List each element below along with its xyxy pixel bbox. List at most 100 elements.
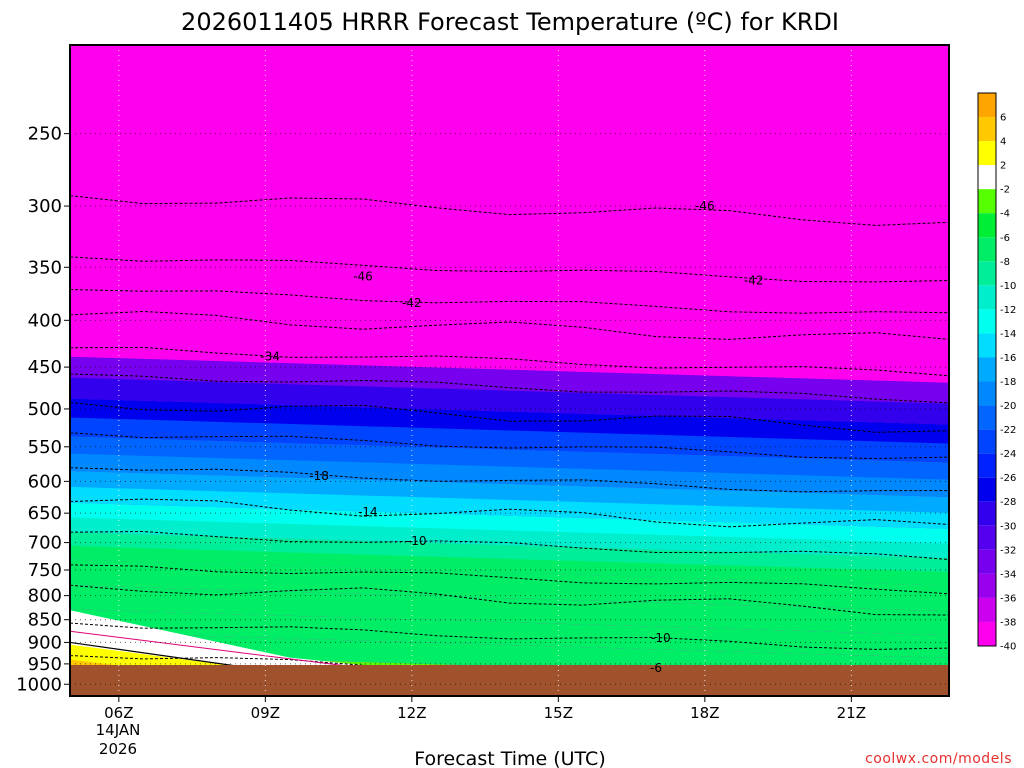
y-tick-label: 900 xyxy=(28,632,62,653)
colorbar-swatch xyxy=(978,237,996,262)
band-800 xyxy=(70,585,949,636)
y-tick-label: 500 xyxy=(28,399,62,420)
chart-title: 2026011405 HRRR Forecast Temperature (ºC… xyxy=(181,8,839,36)
y-tick-label: 600 xyxy=(28,471,62,492)
contour-405 xyxy=(70,310,949,340)
contour-800 xyxy=(70,584,949,616)
colorbar-label: -34 xyxy=(1000,569,1016,580)
colorbar-swatch xyxy=(978,189,996,214)
y-axis: 2503003504004505005506006507007508008509… xyxy=(16,124,70,695)
colorbar-label: -24 xyxy=(1000,449,1016,460)
contour-350 xyxy=(70,256,949,283)
x-tick-label: 18Z xyxy=(690,704,719,722)
x-axis: 06Z 09Z 12Z 15Z 18Z 21Z xyxy=(104,696,866,722)
colorbar-label: -18 xyxy=(1000,377,1016,388)
contour-505 xyxy=(70,402,949,433)
temperature-bands xyxy=(70,45,949,696)
colorbar-swatch xyxy=(978,453,996,478)
colorbar-swatch xyxy=(978,141,996,166)
subband-600 xyxy=(70,486,949,529)
contour-880 xyxy=(70,622,949,650)
x-axis-title: Forecast Time (UTC) xyxy=(414,748,605,768)
colorbar-swatch xyxy=(978,309,996,334)
band-850 xyxy=(70,609,949,659)
colorbar-swatch xyxy=(978,501,996,526)
colorbar-swatch xyxy=(978,333,996,358)
colorbar-swatch xyxy=(978,117,996,142)
grid-lines xyxy=(70,45,949,696)
plot-area: -46 -46 -42 -42 -34 -18 -14 -10 -10 -6 xyxy=(70,45,949,696)
x-tick-label: 06Z xyxy=(104,704,133,722)
contour-label: -42 xyxy=(744,274,764,288)
colorbar-swatch xyxy=(978,285,996,310)
colorbar-label: -38 xyxy=(1000,617,1016,628)
contour-595 xyxy=(70,467,949,493)
band-400 xyxy=(70,309,949,383)
subband-650 xyxy=(70,517,949,559)
colorbar-swatch xyxy=(978,573,996,598)
colorbar-label: -40 xyxy=(1000,642,1016,653)
subband-700 xyxy=(70,545,949,586)
y-tick-label: 750 xyxy=(28,560,62,581)
contour-lines xyxy=(70,195,949,681)
colorbar-swatch xyxy=(978,381,996,406)
colorbar-swatch xyxy=(978,165,996,190)
colorbar-label: 4 xyxy=(1000,137,1006,148)
colorbar-label: 2 xyxy=(1000,161,1006,172)
colorbar-label: 6 xyxy=(1000,113,1006,124)
colorbar-swatch xyxy=(978,525,996,550)
colorbar-swatch xyxy=(978,621,996,646)
colorbar-label: -22 xyxy=(1000,425,1016,436)
y-tick-label: 700 xyxy=(28,533,62,554)
contour-label: -46 xyxy=(353,269,373,283)
contour-labels: -46 -46 -42 -42 -34 -18 -14 -10 -10 -6 xyxy=(260,199,764,675)
contour-label: -18 xyxy=(309,469,329,483)
colorbar-swatch xyxy=(978,357,996,382)
wetbulb-line xyxy=(70,630,364,669)
contour-label: -10 xyxy=(651,631,671,645)
ground xyxy=(70,665,949,696)
y-tick-label: 350 xyxy=(28,257,62,278)
contour-760 xyxy=(70,564,949,595)
y-tick-label: 650 xyxy=(28,503,62,524)
colorbar-swatch xyxy=(978,93,996,118)
contour-700 xyxy=(70,530,949,560)
y-tick-label: 850 xyxy=(28,610,62,631)
x-tick-label: 21Z xyxy=(837,704,866,722)
colorbar-label: -6 xyxy=(1000,233,1010,244)
contour-label: -6 xyxy=(650,661,662,675)
x-tick-label: 09Z xyxy=(251,704,280,722)
contour-470 xyxy=(70,373,949,404)
colorbar-label: -32 xyxy=(1000,545,1016,556)
contour-label: -42 xyxy=(402,296,422,310)
x-tick-label: 15Z xyxy=(544,704,573,722)
colorbar-label: -8 xyxy=(1000,257,1010,268)
colorbar-label: -10 xyxy=(1000,281,1016,292)
y-tick-label: 300 xyxy=(28,196,62,217)
colorbar-label: -14 xyxy=(1000,329,1016,340)
y-tick-label: 550 xyxy=(28,437,62,458)
colorbar-label: -16 xyxy=(1000,353,1016,364)
contour-label: -10 xyxy=(407,534,427,548)
y-tick-label: 950 xyxy=(28,654,62,675)
colorbar-frame xyxy=(977,92,997,647)
colorbar-label: -30 xyxy=(1000,521,1016,532)
colorbar-label: -28 xyxy=(1000,497,1016,508)
colorbar-label: -36 xyxy=(1000,593,1016,604)
x-tick-label: 12Z xyxy=(397,704,426,722)
contour-955 xyxy=(70,655,949,681)
y-tick-label: 450 xyxy=(28,357,62,378)
contour-545 xyxy=(70,432,949,460)
subband-450 xyxy=(70,377,949,425)
colorbar-label: -4 xyxy=(1000,209,1010,220)
contour-label: -14 xyxy=(358,505,378,519)
y-tick-label: 250 xyxy=(28,124,62,145)
contour-label: -46 xyxy=(695,199,715,213)
y-tick-label: 400 xyxy=(28,310,62,331)
colorbar-swatch xyxy=(978,261,996,286)
x-date-line-2: 2026 xyxy=(99,740,137,758)
y-tick-label: 800 xyxy=(28,586,62,607)
x-date-line-1: 14JAN xyxy=(96,721,141,739)
colorbar-swatch xyxy=(978,213,996,238)
